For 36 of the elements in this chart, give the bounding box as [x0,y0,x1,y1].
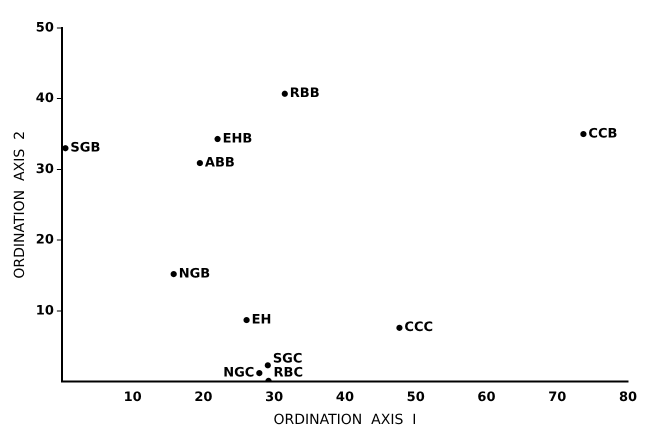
point [256,370,262,376]
annotation: CCB [588,126,618,142]
y-axis-title: ORDINATION AXIS 2 [12,130,28,279]
x-tick-label: 40 [336,390,354,405]
annotation: EHB [222,131,252,146]
point [62,145,69,152]
point [196,160,203,166]
point [282,90,288,97]
annotation: EH [252,312,272,328]
point [214,136,221,142]
y-tick-label: 20 [36,232,54,248]
y-tick-label: 10 [36,303,54,318]
x-tick-label: 50 [406,390,425,405]
annotation: CCC [404,320,434,336]
y-tick-label: 50 [36,20,54,36]
x-tick-label: 10 [124,390,142,405]
x-tick-label: 70 [548,390,566,405]
annotation: NGB [178,266,210,282]
annotation: RBB [290,86,320,102]
annotation: SGB [70,140,100,156]
y-tick-label: 30 [36,162,54,177]
point [396,324,403,331]
x-tick-label: 30 [265,390,284,405]
annotation: ABB [204,155,235,170]
x-tick-label: 60 [477,390,496,405]
point [580,130,587,138]
annotation: RBC [274,365,303,380]
point [264,362,271,368]
y-tick-label: 40 [36,91,54,106]
x-axis-title: ORDINATION AXIS I [273,412,416,428]
point [170,271,177,278]
x-tick-label: 80 [618,390,638,405]
x-tick-label: 20 [194,390,212,405]
point [243,316,250,324]
annotation: SGC [272,351,302,366]
annotation: NGC [223,365,254,380]
